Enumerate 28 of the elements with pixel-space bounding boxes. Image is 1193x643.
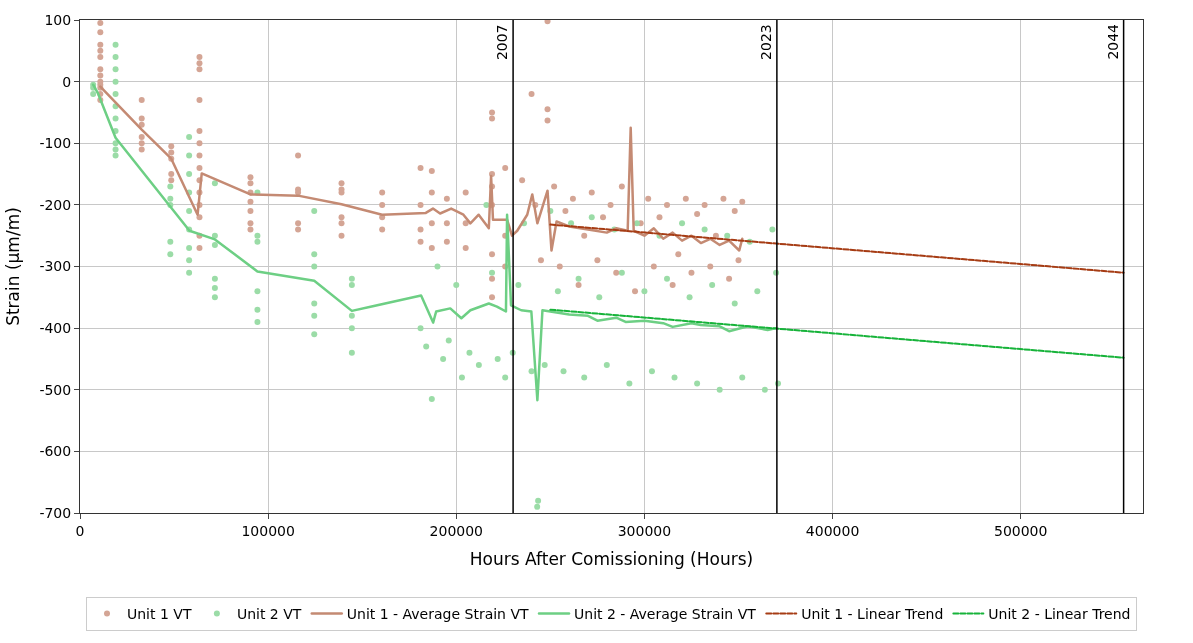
x-tick-label: 0 — [75, 522, 85, 539]
y-tick-label: -600 — [39, 443, 72, 460]
x-tick-label: 400000 — [805, 522, 860, 539]
legend-label: Unit 1 VT — [127, 605, 192, 622]
y-tick-label: 100 — [44, 11, 72, 28]
legend-label: Unit 2 VT — [236, 605, 302, 622]
legend-label: Unit 2 - Average Strain VT — [574, 605, 757, 622]
legend-label: Unit 1 - Linear Trend — [801, 605, 944, 622]
y-tick-label: -300 — [39, 258, 72, 275]
x-axis-title: Hours After Comissioning (Hours) — [469, 549, 754, 570]
y-tick-label: -700 — [39, 504, 72, 521]
y-tick-label: -400 — [39, 320, 72, 337]
annotation: 2044 — [1104, 23, 1121, 60]
annotation: 2007 — [494, 24, 511, 61]
annotation: 2023 — [757, 24, 774, 60]
legend-label: Unit 1 - Average Strain VT — [346, 605, 530, 622]
x-tick-label: 200000 — [429, 522, 484, 539]
x-tick-label: 300000 — [617, 522, 672, 539]
y-tick-label: -200 — [39, 196, 72, 213]
y-tick-label: 0 — [62, 73, 72, 90]
y-tick-label: -500 — [39, 381, 72, 398]
legend-label: Unit 2 - Linear Trend — [988, 605, 1131, 622]
x-tick-label: 100000 — [241, 522, 295, 539]
line-series — [99, 85, 744, 252]
line-series — [91, 83, 778, 402]
y-axis-title: Strain (µm/m) — [2, 207, 23, 326]
y-tick-label: -100 — [39, 135, 72, 152]
x-tick-label: 500000 — [993, 522, 1048, 539]
